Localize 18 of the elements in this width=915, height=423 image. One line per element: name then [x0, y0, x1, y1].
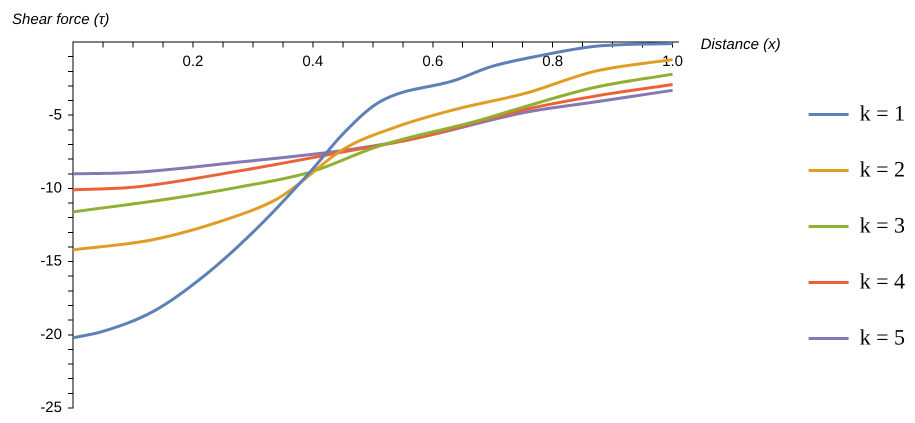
legend-label: k = 5 — [860, 324, 906, 350]
x-axis-title: Distance (x) — [700, 36, 781, 54]
legend-label: k = 3 — [860, 212, 906, 238]
legend-label: k = 1 — [860, 100, 906, 126]
x-tick-label: 0.8 — [542, 53, 564, 70]
y-tick-label: -5 — [48, 106, 62, 124]
y-tick-label: -25 — [40, 399, 62, 416]
line-series — [73, 72, 674, 214]
x-tick-label: 0.6 — [422, 53, 444, 70]
legend-label: k = 2 — [860, 156, 906, 182]
y-axis-title: Shear force (τ) — [12, 11, 110, 28]
y-tick-label: -15 — [40, 252, 62, 270]
x-tick-label: 0.4 — [302, 53, 324, 70]
x-tick-label: 0.2 — [182, 53, 204, 70]
legend-label: k = 4 — [860, 268, 906, 294]
x-tick-label: 1.0 — [662, 53, 684, 70]
y-tick-label: -20 — [40, 326, 62, 343]
y-tick-label: -10 — [40, 180, 62, 197]
